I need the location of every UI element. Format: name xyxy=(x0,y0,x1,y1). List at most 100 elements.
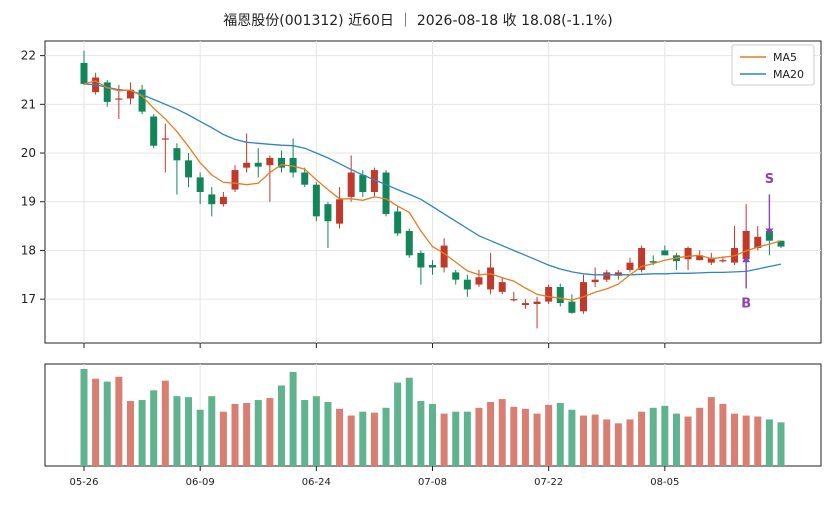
volume-bar xyxy=(92,378,100,466)
x-tick-label: 08-05 xyxy=(650,477,679,488)
volume-bar xyxy=(138,400,146,466)
candle-body xyxy=(336,199,344,224)
volume-bar xyxy=(382,407,390,466)
candle-body xyxy=(185,160,193,178)
candle-body xyxy=(568,301,576,313)
volume-bar xyxy=(103,381,111,466)
volume-bars xyxy=(80,369,785,466)
y-tick-label: 18 xyxy=(21,243,36,257)
volume-bar xyxy=(672,413,680,466)
candle-body xyxy=(545,286,553,302)
candle-body xyxy=(603,272,611,280)
candle-body xyxy=(777,240,785,247)
x-axis: 05-26 06-09 06-24 07-08 07-22 08-05 xyxy=(69,343,679,488)
volume-bar xyxy=(324,401,332,466)
candle-body xyxy=(161,138,169,140)
volume-bar xyxy=(126,401,134,466)
y-tick-label: 20 xyxy=(21,146,36,160)
volume-bar xyxy=(556,402,564,466)
volume-bar xyxy=(614,423,622,466)
volume-bar xyxy=(336,408,344,466)
y-tick-label: 21 xyxy=(21,97,36,111)
volume-bar xyxy=(231,403,239,466)
candle-body xyxy=(487,267,495,290)
candle-body xyxy=(266,157,274,166)
candle-body xyxy=(696,255,704,261)
volume-bar xyxy=(731,413,739,466)
candle-body xyxy=(707,257,715,263)
volume-bar xyxy=(289,371,297,466)
candle-body xyxy=(126,89,134,99)
candle-body xyxy=(405,230,413,256)
volume-bar xyxy=(649,407,657,466)
buy-signal-label: B xyxy=(741,296,751,311)
candle-body xyxy=(452,272,460,280)
candle-body xyxy=(638,248,646,270)
volume-bar xyxy=(405,377,413,466)
candle-body xyxy=(742,230,750,260)
candle-body xyxy=(219,196,227,205)
volume-bar xyxy=(347,415,355,466)
y-axis: 17 18 19 20 21 22 xyxy=(21,49,45,306)
x-tick-label: 06-09 xyxy=(186,477,215,488)
volume-bar xyxy=(498,399,506,466)
candle-body xyxy=(382,172,390,214)
candle-body xyxy=(533,301,541,305)
volume-bar xyxy=(742,415,750,466)
volume-bar xyxy=(719,403,727,466)
candle-body xyxy=(312,184,320,217)
candle-body xyxy=(80,62,88,84)
candle-body xyxy=(614,272,622,276)
candle-body xyxy=(498,282,506,292)
candle-body xyxy=(649,261,657,263)
candle-body xyxy=(510,299,518,301)
volume-bar xyxy=(359,411,367,466)
volume-bar xyxy=(510,406,518,466)
candle-body xyxy=(208,194,216,205)
volume-bar xyxy=(266,398,274,466)
x-tick-label: 06-24 xyxy=(302,477,331,488)
volume-bar xyxy=(475,407,483,466)
volume-bar xyxy=(80,369,88,466)
volume-bar xyxy=(173,396,181,466)
volume-bar xyxy=(684,416,692,466)
volume-bar xyxy=(487,401,495,466)
volume-bar xyxy=(545,404,553,466)
candle-body xyxy=(243,162,251,168)
candle-body xyxy=(173,148,181,161)
candle-body xyxy=(324,204,332,222)
volume-bar xyxy=(312,396,320,466)
volume-bar xyxy=(243,402,251,466)
volume-bar xyxy=(185,397,193,466)
candle-body xyxy=(254,162,262,167)
volume-bar xyxy=(440,413,448,466)
x-tick-label: 07-08 xyxy=(418,477,447,488)
candle-body xyxy=(626,262,634,270)
candle-body xyxy=(521,303,529,306)
volume-bar xyxy=(533,413,541,466)
candle-body xyxy=(138,89,146,112)
volume-bar xyxy=(638,411,646,466)
volume-bar xyxy=(707,397,715,466)
candle-body xyxy=(150,116,158,146)
grid-lines xyxy=(45,41,821,466)
candle-body xyxy=(301,172,309,185)
volume-bar xyxy=(661,405,669,466)
y-tick-label: 19 xyxy=(21,195,36,209)
candle-body xyxy=(591,279,599,283)
candle-body xyxy=(231,170,239,190)
candle-body xyxy=(347,172,355,197)
volume-bar xyxy=(452,411,460,466)
volume-bar xyxy=(429,403,436,466)
candle-body xyxy=(289,157,297,173)
y-tick-label: 22 xyxy=(21,49,36,63)
candle-body xyxy=(115,98,123,100)
ma5-line xyxy=(83,80,782,301)
x-tick-label: 05-26 xyxy=(69,477,98,488)
volume-bar xyxy=(696,407,704,466)
volume-bar xyxy=(394,382,402,466)
volume-bar xyxy=(219,411,227,466)
volume-bar xyxy=(591,414,599,466)
legend-box xyxy=(731,44,815,86)
